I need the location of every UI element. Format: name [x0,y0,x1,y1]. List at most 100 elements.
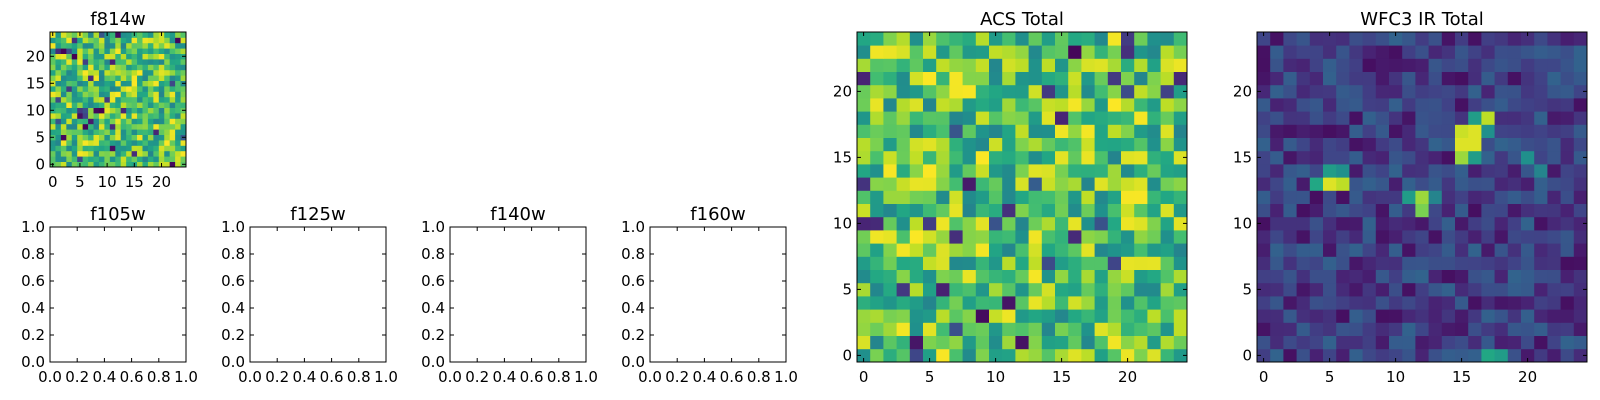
heatmap-cell [55,113,62,119]
heatmap-cell [883,216,897,231]
heatmap-cell [1015,190,1029,204]
heatmap-cell [1547,296,1561,310]
heatmap-cell [93,75,100,81]
heatmap-cell [115,145,122,152]
heatmap-cell [1323,256,1337,270]
heatmap-cell [1309,243,1324,257]
heatmap-cell [1573,45,1588,59]
heatmap-cell [1041,164,1056,178]
heatmap-cell [936,203,950,218]
heatmap-cell [1081,256,1095,270]
heatmap-cell [1521,150,1535,165]
heatmap-cell [1257,45,1271,59]
axes-frame [649,226,787,363]
heatmap-cell [164,129,171,135]
heatmap-cell [1560,269,1575,284]
heatmap-cell [1468,256,1482,270]
heatmap-cell [1309,348,1324,363]
heatmap-cell [1560,150,1575,165]
heatmap-cell [1573,216,1588,231]
heatmap-cell [1560,203,1575,218]
heatmap-cell [1002,230,1016,244]
heatmap-cell [60,134,67,141]
heatmap-cell [131,156,138,162]
heatmap-cell [1349,111,1363,125]
heatmap-cell [1389,150,1403,165]
heatmap-cell [82,156,89,162]
heatmap-cell [975,269,990,284]
heatmap-cell [1336,124,1350,138]
heatmap-cell [1107,243,1122,257]
heatmap-cell [55,48,62,54]
heatmap-cell [131,118,138,125]
heatmap-cell [923,335,937,350]
heatmap-cell [1494,282,1509,297]
heatmap-cell [1494,243,1509,257]
heatmap-cell [1309,150,1324,165]
heatmap-cell [126,80,132,87]
heatmap-cell [1375,243,1390,257]
heatmap-cell [962,348,977,363]
heatmap-cell [857,164,871,178]
heatmap-cell [1428,203,1443,218]
heatmap-cell [126,96,132,103]
heatmap-cell [180,48,187,54]
heatmap-cell [1362,322,1377,336]
heatmap-cell [1455,348,1469,363]
heatmap-cell [1455,256,1469,270]
heatmap-cell [88,32,94,38]
heatmap-cell [1257,111,1271,125]
heatmap-cell [1296,322,1311,336]
heatmap-cell [55,102,62,108]
heatmap-cell [1534,282,1548,297]
heatmap-cell [1402,269,1416,284]
heatmap-cell [137,113,143,119]
heatmap-cell [1081,335,1095,350]
heatmap-cell [1121,216,1135,231]
heatmap-cell [1547,124,1561,138]
heatmap-cell [1160,32,1175,46]
heatmap-cell [104,42,111,49]
heatmap-cell [175,113,181,119]
heatmap-cell [88,80,94,87]
heatmap-cell [1041,177,1056,191]
heatmap-cell [1507,45,1522,59]
heatmap-cell [158,123,165,130]
heatmap-cell [126,123,132,130]
heatmap-cell [1055,124,1069,138]
heatmap-cell [1441,282,1456,297]
heatmap-cell [1270,137,1284,152]
heatmap-cell [175,107,181,114]
heatmap-cell [66,37,73,44]
x-tick-label: 10 [98,173,117,191]
heatmap-cell [1389,243,1403,257]
heatmap-cell [109,150,116,157]
heatmap-cell [164,69,171,76]
heatmap-cell [1094,190,1109,204]
heatmap-cell [66,91,73,98]
y-tick-label: 0.8 [621,245,645,263]
y-tick-label: 0.2 [621,326,645,344]
heatmap-cell [1481,269,1495,284]
heatmap-cell [1002,137,1016,152]
heatmap-cell [1270,58,1284,72]
heatmap-cell [175,161,181,168]
heatmap-cell [98,129,105,135]
heatmap-cell [949,84,963,99]
heatmap-cell [1494,124,1509,138]
heatmap-cell [126,69,132,76]
heatmap-cell [1257,98,1271,112]
heatmap-cell [1415,322,1429,336]
heatmap-cell [1094,335,1109,350]
heatmap-cell [1481,296,1495,310]
heatmap-cell [857,243,871,257]
heatmap-cell [1041,111,1056,125]
heatmap-cell [77,37,84,44]
y-tick-label: 0 [842,346,852,364]
heatmap-cell [142,134,149,141]
heatmap-cell [1547,84,1561,99]
heatmap-cell [120,102,127,108]
heatmap-cell [1015,269,1029,284]
heatmap-cell [104,59,111,65]
heatmap-cell [55,53,62,60]
